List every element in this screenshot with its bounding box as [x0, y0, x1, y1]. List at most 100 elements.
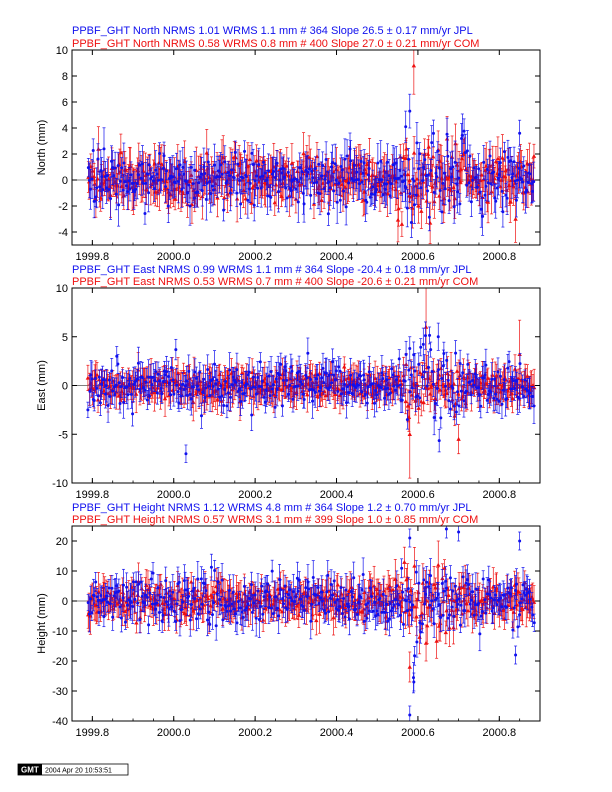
north-data-layer [72, 50, 540, 245]
height-jpl-point [230, 593, 234, 615]
height-jpl-point [523, 581, 527, 610]
east-jpl-point [445, 351, 449, 369]
north-jpl-point [134, 179, 138, 200]
east-jpl-point [222, 397, 226, 414]
east-jpl-point [273, 397, 277, 418]
height-jpl-point [310, 586, 314, 622]
north-jpl-point [498, 147, 502, 178]
east-y-tick-label: 0 [62, 381, 68, 393]
north-jpl-point [219, 152, 223, 178]
height-jpl-point [515, 568, 519, 600]
north-jpl-header: PPBF_GHT North NRMS 1.01 WRMS 1.1 mm # 3… [72, 25, 473, 37]
height-jpl-point [145, 589, 149, 606]
north-jpl-point [486, 164, 490, 202]
height-jpl-point [229, 597, 233, 625]
east-jpl-point [208, 379, 212, 412]
east-jpl-point [392, 372, 396, 400]
north-jpl-point [286, 157, 290, 188]
east-com-point [277, 366, 283, 390]
height-jpl-point [400, 558, 404, 579]
east-jpl-point [198, 362, 202, 383]
height-jpl-point [413, 645, 417, 666]
height-jpl-point [444, 573, 448, 603]
north-jpl-point [281, 156, 285, 181]
north-jpl-point [357, 167, 361, 200]
east-jpl-point [454, 399, 458, 425]
height-com-point [402, 546, 407, 578]
east-jpl-point [145, 389, 149, 411]
north-jpl-point [404, 167, 408, 208]
north-jpl-point [150, 167, 154, 187]
east-jpl-point [311, 383, 315, 419]
north-com-header: PPBF_GHT North NRMS 0.58 WRMS 0.8 mm # 4… [72, 38, 479, 50]
height-jpl-point [352, 561, 356, 594]
east-com-point [444, 379, 450, 408]
north-jpl-point [343, 138, 347, 180]
height-com-point [412, 591, 418, 622]
east-jpl-point [218, 387, 222, 407]
height-jpl-point [246, 586, 250, 621]
east-y-tick-label: 10 [56, 283, 68, 295]
east-jpl-point [461, 364, 465, 382]
height-jpl-point [177, 573, 181, 592]
north-jpl-point [232, 164, 236, 192]
height-com-point [407, 651, 412, 683]
height-jpl-point [398, 600, 402, 630]
east-jpl-point [139, 361, 143, 394]
height-jpl-point [296, 578, 300, 604]
height-jpl-point [266, 575, 270, 593]
east-com-point [428, 372, 434, 402]
east-jpl-point [184, 444, 188, 463]
north-jpl-point [266, 176, 270, 215]
east-jpl-point [526, 378, 530, 404]
north-jpl-point [285, 183, 289, 213]
height-jpl-point [484, 602, 488, 624]
east-y-tick-label: -10 [52, 478, 68, 490]
north-jpl-point [381, 185, 385, 205]
north-jpl-point [386, 143, 390, 181]
height-jpl-point [102, 606, 106, 628]
east-jpl-point [497, 388, 501, 414]
north-jpl-point [430, 125, 434, 161]
north-jpl-point [342, 176, 346, 206]
height-x-tick-label: 1999.8 [76, 727, 110, 739]
north-jpl-point [494, 183, 498, 219]
north-jpl-point [200, 174, 204, 207]
height-jpl-point [282, 589, 286, 618]
north-jpl-point [337, 171, 341, 196]
north-x-tick-label: 2000.4 [320, 251, 354, 263]
height-jpl-point [361, 557, 365, 592]
east-jpl-point [108, 388, 112, 405]
height-jpl-header: PPBF_GHT Height NRMS 1.12 WRMS 4.8 mm # … [72, 502, 472, 514]
height-jpl-point [247, 590, 251, 606]
east-data-layer [72, 288, 540, 479]
east-jpl-point [169, 379, 173, 410]
north-jpl-point [309, 181, 313, 210]
north-jpl-point [347, 172, 351, 194]
north-jpl-point [106, 158, 110, 193]
height-jpl-point [155, 588, 159, 618]
east-jpl-point [429, 341, 433, 358]
east-jpl-point [228, 383, 232, 412]
north-jpl-point [90, 159, 94, 199]
north-jpl-point [432, 179, 436, 206]
north-jpl-point [471, 170, 475, 191]
north-jpl-point [166, 188, 170, 223]
east-jpl-point [517, 384, 521, 413]
height-jpl-point [345, 595, 349, 612]
east-jpl-point [174, 338, 178, 361]
height-jpl-point [439, 603, 443, 632]
height-com-point [423, 624, 429, 662]
north-jpl-point [116, 151, 120, 180]
east-com-point [437, 380, 443, 400]
north-y-tick-label: 8 [62, 71, 68, 83]
east-jpl-point [148, 387, 152, 405]
height-jpl-point [424, 586, 428, 603]
north-jpl-point [431, 119, 435, 148]
north-jpl-point [462, 118, 466, 144]
height-jpl-point [511, 621, 515, 639]
height-com-point [434, 623, 439, 659]
east-jpl-point [158, 367, 162, 395]
east-jpl-point [436, 359, 440, 380]
north-com-point [513, 195, 518, 243]
